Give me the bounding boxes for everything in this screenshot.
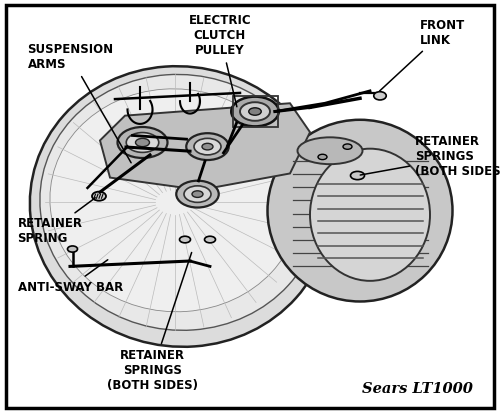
Ellipse shape [298,137,362,164]
Ellipse shape [318,154,327,159]
FancyBboxPatch shape [6,5,494,408]
Ellipse shape [136,138,149,147]
Ellipse shape [249,108,261,115]
Ellipse shape [126,133,159,152]
Ellipse shape [310,149,430,281]
Ellipse shape [40,74,320,330]
Ellipse shape [192,191,203,197]
Ellipse shape [30,66,330,347]
Ellipse shape [176,180,219,207]
Text: FRONT
LINK: FRONT LINK [380,19,465,91]
Ellipse shape [92,192,106,201]
Ellipse shape [202,143,213,150]
Ellipse shape [118,127,168,158]
Ellipse shape [240,102,270,121]
Text: RETAINER
SPRINGS
(BOTH SIDES): RETAINER SPRINGS (BOTH SIDES) [107,252,198,392]
Ellipse shape [374,92,386,100]
Text: RETAINER
SPRINGS
(BOTH SIDES): RETAINER SPRINGS (BOTH SIDES) [360,135,500,178]
Ellipse shape [194,138,221,155]
Text: ANTI-SWAY BAR: ANTI-SWAY BAR [18,260,123,294]
Ellipse shape [180,236,190,243]
Ellipse shape [350,171,364,180]
Text: RETAINER
SPRING: RETAINER SPRING [18,198,96,245]
Polygon shape [100,103,310,190]
Ellipse shape [268,120,452,301]
Ellipse shape [68,246,78,252]
Text: Sears LT1000: Sears LT1000 [362,382,472,396]
Ellipse shape [343,144,352,150]
Ellipse shape [184,186,211,202]
Ellipse shape [204,236,216,243]
Text: ELECTRIC
CLUTCH
PULLEY: ELECTRIC CLUTCH PULLEY [188,14,252,107]
Ellipse shape [186,133,229,160]
Ellipse shape [231,97,279,126]
Text: SUSPENSION
ARMS: SUSPENSION ARMS [28,43,131,163]
Ellipse shape [50,89,300,312]
